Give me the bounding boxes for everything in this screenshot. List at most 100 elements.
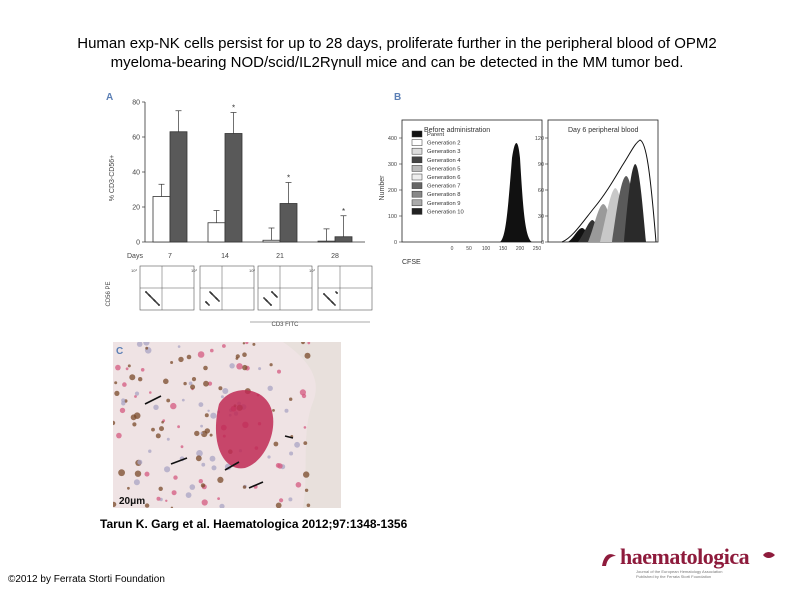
tissue-cell xyxy=(218,386,223,391)
significance-marker: * xyxy=(287,174,290,183)
flow-ylabel: CD56 PE xyxy=(106,281,112,306)
legend-entry: Generation 4 xyxy=(427,158,461,164)
tissue-cell xyxy=(294,441,300,448)
event-dot xyxy=(336,292,338,294)
tissue-cell xyxy=(289,397,293,401)
tissue-cell xyxy=(289,451,294,456)
tissue-cell xyxy=(295,482,302,488)
tissue-cell xyxy=(144,471,150,477)
days-label: Days xyxy=(127,253,143,260)
tissue-cell xyxy=(127,486,130,490)
tissue-cell xyxy=(119,407,126,414)
legend-entry: Generation 5 xyxy=(427,166,461,172)
event-dot xyxy=(274,294,276,296)
event-dot xyxy=(323,293,325,295)
event-dot xyxy=(270,304,272,306)
tissue-cell xyxy=(203,365,208,371)
event-dot xyxy=(263,297,265,299)
legend-swatch xyxy=(411,156,423,164)
tissue-cell xyxy=(129,374,136,381)
title-line-1: Human exp-NK cells persist for up to 28 … xyxy=(77,35,717,52)
tissue-cell xyxy=(164,466,171,473)
y-tick-label: 400 xyxy=(388,136,397,142)
tissue-cell xyxy=(267,455,271,459)
tissue-cell xyxy=(217,476,224,483)
parent-peak xyxy=(500,143,532,242)
slide-title: Human exp-NK cells persist for up to 28 … xyxy=(0,34,794,72)
event-dot xyxy=(327,297,329,299)
tissue-cell xyxy=(149,391,152,394)
y-tick-label: 0 xyxy=(541,240,544,246)
y-tick-label: 60 xyxy=(132,135,140,142)
y-tick-label: 30 xyxy=(538,214,544,220)
tissue-cell xyxy=(153,404,159,410)
tissue-cell xyxy=(134,395,137,398)
tissue-cell xyxy=(235,357,239,360)
tissue-cell xyxy=(252,342,256,346)
y-tick-label: 60 xyxy=(538,188,544,194)
tissue-cell xyxy=(204,428,210,434)
tissue-cell xyxy=(186,354,192,360)
tissue-cell xyxy=(195,455,202,462)
x-tick-label: 7 xyxy=(168,253,172,260)
tissue-cell xyxy=(177,425,180,429)
tissue-cell xyxy=(194,430,200,437)
right-plot-title: Day 6 peripheral blood xyxy=(568,127,639,134)
y-tick-label: 300 xyxy=(388,162,397,168)
logo-tagline-1: Journal of the European Hematology Assoc… xyxy=(636,569,723,574)
flow-tick-label: 10³ xyxy=(191,268,197,273)
y-tick-label: 0 xyxy=(394,240,397,246)
tissue-cell xyxy=(209,433,213,437)
citation: Tarun K. Garg et al. Haematologica 2012;… xyxy=(100,517,408,531)
tissue-cell xyxy=(177,345,181,348)
tissue-cell xyxy=(130,414,137,421)
tissue-cell xyxy=(181,398,185,402)
tissue-cell xyxy=(196,450,203,457)
tissue-cell xyxy=(151,427,155,432)
tissue-cell xyxy=(140,368,145,372)
panel-a-ylabel: % CD3-CD56+ xyxy=(109,155,116,202)
tissue-cell xyxy=(269,363,273,367)
tissue-cell xyxy=(258,367,262,371)
panel-b-cfse-histograms: B Number Before administration 0 100 200 30… xyxy=(379,92,659,266)
legend-swatch xyxy=(411,208,423,215)
tissue-cell xyxy=(242,352,247,357)
tissue-cell xyxy=(210,412,217,419)
tissue-cell xyxy=(307,342,311,345)
flow-xlabel: CD3 FITC xyxy=(272,322,300,328)
tissue-cell xyxy=(304,488,309,492)
bar xyxy=(262,239,281,243)
tissue-cell xyxy=(200,432,203,435)
title-line-2: myeloma-bearing NOD/scid/IL2Rγnull mice … xyxy=(110,54,684,71)
legend-swatch xyxy=(411,139,423,146)
tissue-cell xyxy=(115,364,121,371)
bar xyxy=(207,222,226,243)
legend-entry: Generation 8 xyxy=(427,192,461,198)
tissue-cell xyxy=(242,485,247,489)
tissue-cell xyxy=(132,422,137,427)
y-tick-label: 120 xyxy=(535,136,544,142)
tissue-cell xyxy=(200,483,206,488)
legend-entry: Generation 9 xyxy=(427,201,461,207)
y-tick-label: 80 xyxy=(132,100,140,107)
tissue-cell xyxy=(170,506,174,508)
tissue-cell xyxy=(190,384,196,390)
haematologica-logo: haematologica Journal of the European He… xyxy=(600,544,790,580)
event-dot xyxy=(265,299,267,301)
tissue-cell xyxy=(159,426,164,432)
tissue-cell xyxy=(191,377,197,382)
panel-b-label: B xyxy=(394,92,401,103)
tissue-cell xyxy=(288,497,293,502)
tissue-cell xyxy=(145,346,149,350)
tissue-cell xyxy=(127,364,131,368)
tissue-cell xyxy=(170,361,174,364)
legend-entry: Generation 10 xyxy=(427,209,464,215)
tissue-cell xyxy=(211,465,217,471)
logo-tagline: Journal of the European Hematology Assoc… xyxy=(636,569,786,579)
tissue-cell xyxy=(178,356,184,363)
y-tick-label: 40 xyxy=(132,170,140,177)
event-dot xyxy=(148,294,150,296)
y-tick-label: 200 xyxy=(388,188,397,194)
tissue-cell xyxy=(158,486,163,491)
flow-plot: 10³ xyxy=(131,265,195,311)
